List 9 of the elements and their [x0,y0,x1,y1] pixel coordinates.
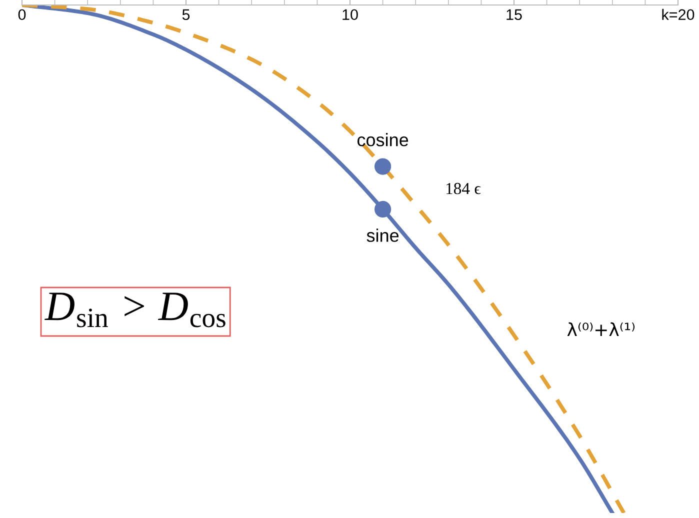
series-label: cosine [357,133,408,146]
text: λ⁽⁰⁾+λ⁽¹⁾ [567,322,635,336]
annotation: 184 ϵ [446,182,481,194]
x-tick-label: k=20 [662,8,694,20]
series-label: sine [366,228,399,242]
x-tick-label: 5 [182,9,190,20]
x-tick-label: 10 [342,9,358,20]
x-tick-label: 15 [506,9,522,20]
x-tick-label: 0 [18,9,26,20]
